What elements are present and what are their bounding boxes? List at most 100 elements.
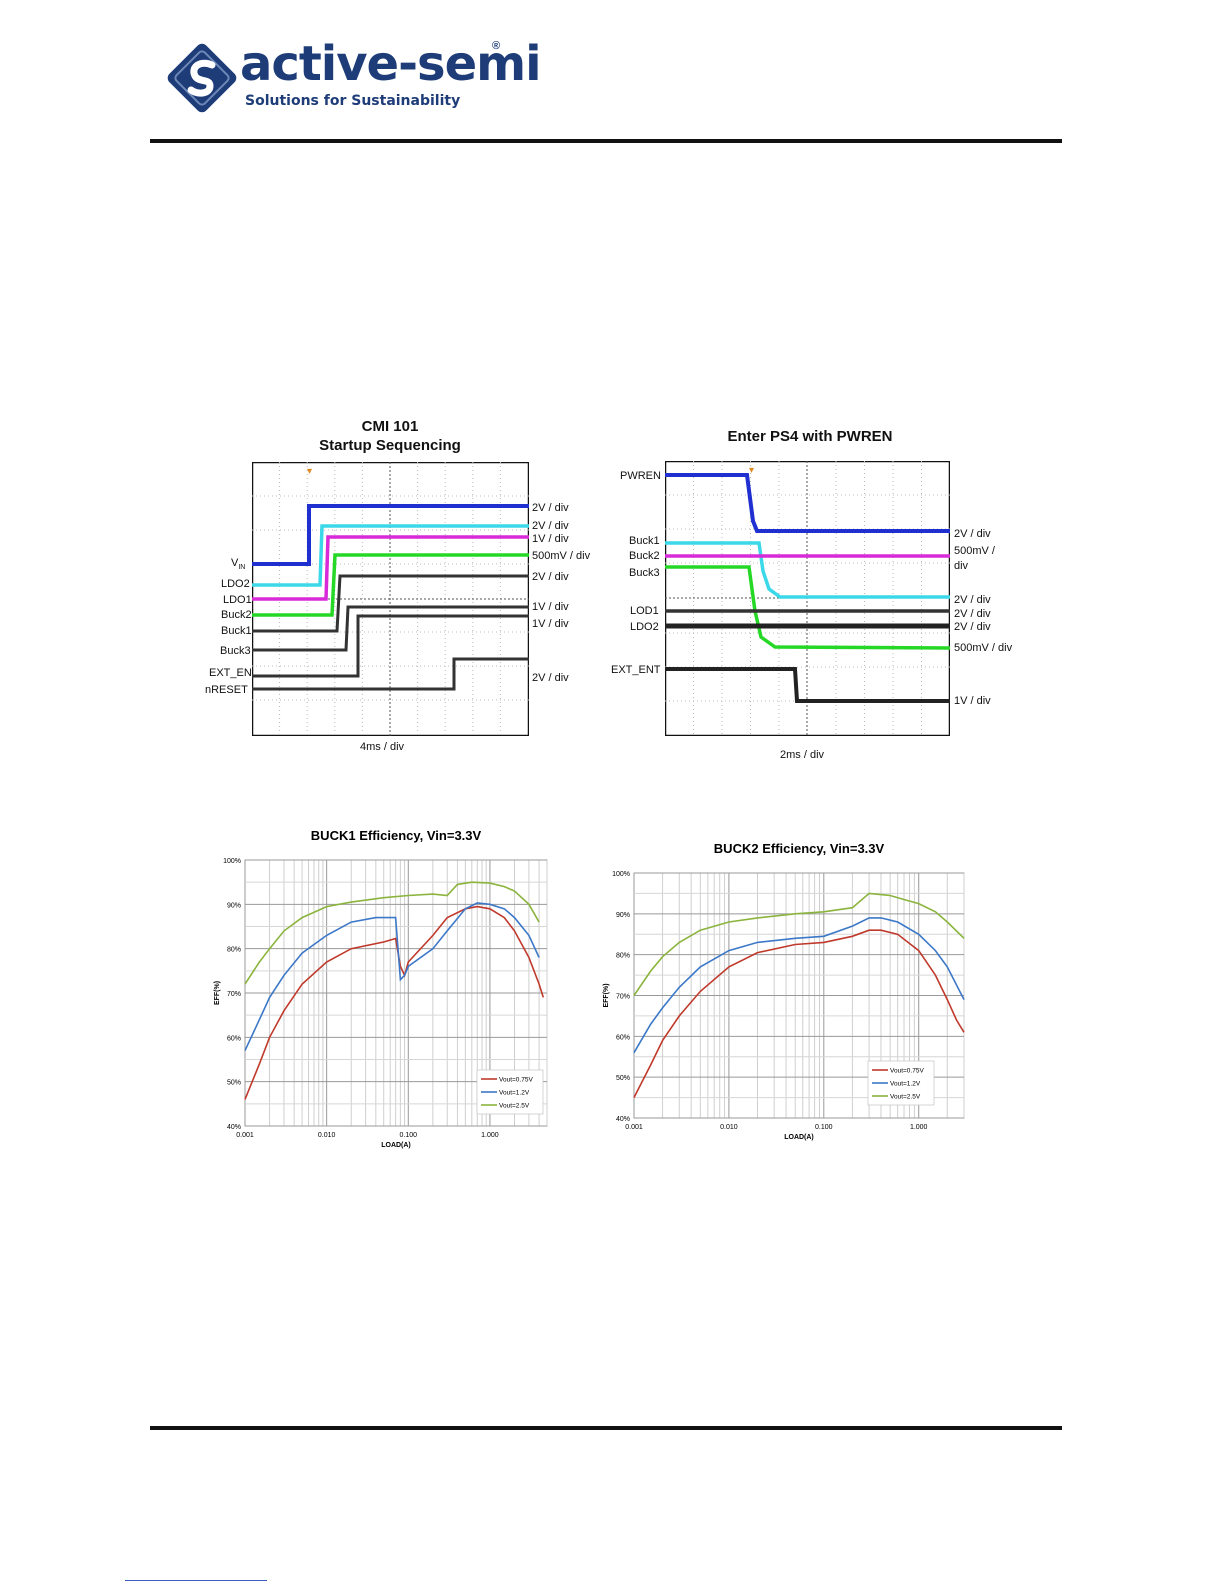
scope1-trace-buck2 — [252, 553, 529, 617]
y-tick-label: 40% — [616, 1116, 630, 1123]
y-axis-label: EFF(%) — [214, 981, 221, 1005]
scope2-trigger-marker: ▾ — [749, 465, 754, 476]
legend-label-2: Vout=1.2V — [890, 1081, 921, 1088]
legend-label-3: Vout=2.5V — [499, 1103, 530, 1110]
x-axis-label: LOAD(A) — [784, 1134, 814, 1141]
scope2-label-buck1: Buck1 — [629, 535, 660, 547]
y-tick-label: 80% — [616, 953, 630, 960]
scope1-label-vin: VIN — [231, 557, 246, 572]
scope2-timebase: 2ms / div — [780, 749, 825, 761]
series-line-1 — [633, 929, 965, 1098]
scope1-label-ldo1: LDO1 — [223, 594, 252, 606]
x-tick-label: 0.010 — [318, 1132, 336, 1139]
scope1-trigger-marker: ▾ — [307, 466, 312, 477]
scope1-scale-ldo2: 2V / div — [532, 520, 569, 532]
scope2-trace-pwren — [665, 473, 950, 533]
scope2-label-lod1: LOD1 — [630, 605, 659, 617]
y-tick-label: 90% — [227, 902, 241, 909]
chart-legend: Vout=0.75V Vout=1.2V Vout=2.5V — [867, 1060, 935, 1106]
chart-title: BUCK1 Efficiency, Vin=3.3V — [311, 828, 482, 843]
scope1-scale-buck2: 500mV / div — [532, 550, 591, 562]
x-tick-label: 1.000 — [481, 1132, 499, 1139]
legend-label-3: Vout=2.5V — [890, 1094, 921, 1101]
scope1-scale-buck3: 1V / div — [532, 601, 569, 613]
scope2-scale-ext-ent: 1V / div — [954, 695, 991, 707]
y-tick-label: 80% — [227, 947, 241, 954]
scope2-label-ldo2: LDO2 — [630, 621, 659, 633]
scope1-trace-buck1 — [252, 574, 529, 633]
scope1-scale-buck1: 2V / div — [532, 571, 569, 583]
series-line-3 — [244, 881, 540, 985]
scope2-title: Enter PS4 with PWREN — [727, 428, 893, 445]
x-tick-label: 0.100 — [815, 1124, 833, 1131]
buck2-efficiency-chart: BUCK2 Efficiency, Vin=3.3V 40% 50% 60% 70% 80… — [603, 841, 965, 1141]
scope1-trace-nreset — [252, 657, 529, 691]
scope1-trace-ldo2 — [252, 524, 529, 587]
y-tick-label: 50% — [616, 1075, 630, 1082]
scope1-trace-vin — [252, 504, 529, 566]
series-line-3 — [633, 892, 965, 996]
scope1-label-buck2: Buck2 — [221, 609, 252, 621]
scope2-label-buck3: Buck3 — [629, 567, 660, 579]
scope1-title-line2: Startup Sequencing — [319, 437, 461, 454]
scope2-scale-lod1: 2V / div — [954, 608, 991, 620]
logo-tagline: Solutions for Sustainability — [245, 93, 461, 109]
scope2-scale-pwren: 2V / div — [954, 528, 991, 540]
x-tick-label: 0.010 — [720, 1124, 738, 1131]
scope1-trace-ldo1 — [252, 535, 529, 601]
legend-label-1: Vout=0.75V — [499, 1077, 533, 1084]
y-tick-label: 70% — [616, 994, 630, 1001]
y-tick-label: 60% — [227, 1035, 241, 1042]
scope2-label-ext-ent: EXT_ENT — [611, 664, 661, 676]
scope1-label-ldo2: LDO2 — [221, 578, 250, 590]
y-tick-label: 50% — [227, 1080, 241, 1087]
scope1-timebase: 4ms / div — [360, 741, 405, 753]
scope2-scale-buck1: 2V / div — [954, 594, 991, 606]
scope2-scale-buck3: 500mV / div — [954, 642, 1013, 654]
series-line-1 — [244, 905, 545, 1100]
y-tick-label: 90% — [616, 912, 630, 919]
scope1-label-buck1: Buck1 — [221, 625, 252, 637]
scope2-scale-buck2: 500mV / — [954, 545, 995, 557]
scope2-label-buck2: Buck2 — [629, 550, 660, 562]
scope1-label-nreset: nRESET — [205, 684, 248, 696]
y-tick-label: 70% — [227, 991, 241, 998]
x-tick-label: 1.000 — [910, 1124, 928, 1131]
scope1-scale-ldo1: 1V / div — [532, 533, 569, 545]
scope1-label-ext-en: EXT_EN — [209, 667, 252, 679]
chart-legend: Vout=0.75V Vout=1.2V Vout=2.5V — [476, 1069, 544, 1115]
x-tick-label: 0.001 — [625, 1124, 643, 1131]
scope2-scale-ldo2: 2V / div — [954, 621, 991, 633]
logo-registered-mark: ® — [492, 40, 501, 52]
scope2-trace-buck1 — [665, 541, 950, 599]
header-rule — [150, 139, 1062, 143]
logo-wordmark: active-semi — [240, 36, 542, 92]
y-tick-label: 60% — [616, 1034, 630, 1041]
scope2-label-pwren: PWREN — [620, 470, 661, 482]
x-axis-label: LOAD(A) — [381, 1142, 411, 1149]
footer-link-underline[interactable] — [125, 1580, 267, 1581]
y-axis-label: EFF(%) — [603, 983, 610, 1007]
scope1-title-line1: CMI 101 — [361, 418, 419, 435]
chart-title: BUCK2 Efficiency, Vin=3.3V — [714, 841, 885, 856]
series-line-2 — [244, 902, 540, 1051]
scope1-trace-buck3 — [252, 605, 529, 652]
x-tick-label: 0.100 — [400, 1132, 418, 1139]
scope1-title: CMI 101 Startup Sequencing — [290, 417, 490, 455]
logo-diamond-icon — [167, 43, 237, 113]
y-tick-label: 100% — [223, 858, 241, 865]
scope2-screen: ▾ — [665, 461, 950, 736]
scope2-trace-ext-ent — [665, 667, 950, 703]
scope1-trace-ext-en — [252, 614, 529, 678]
x-tick-label: 0.001 — [236, 1132, 254, 1139]
scope1-scale-nreset: 2V / div — [532, 672, 569, 684]
legend-label-1: Vout=0.75V — [890, 1068, 924, 1075]
footer-rule — [150, 1426, 1062, 1430]
y-tick-label: 40% — [227, 1124, 241, 1131]
legend-label-2: Vout=1.2V — [499, 1090, 530, 1097]
scope2-scale-buck2-cont: div — [954, 560, 969, 572]
series-line-2 — [633, 917, 965, 1054]
y-tick-label: 100% — [612, 871, 630, 878]
scope1-label-buck3: Buck3 — [220, 645, 251, 657]
scope1-scale-ext-en: 1V / div — [532, 618, 569, 630]
